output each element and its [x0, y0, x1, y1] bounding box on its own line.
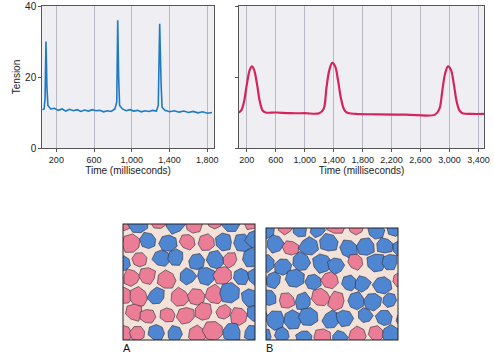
svg-text:Time (milliseconds): Time (milliseconds): [85, 165, 171, 176]
svg-text:1,000: 1,000: [121, 155, 144, 165]
svg-text:Tension: Tension: [11, 60, 22, 94]
svg-text:2,600: 2,600: [409, 155, 432, 165]
svg-text:3,000: 3,000: [438, 155, 461, 165]
svg-text:40: 40: [25, 1, 37, 12]
svg-text:20: 20: [25, 72, 37, 83]
svg-text:1,000: 1,000: [294, 155, 317, 165]
svg-text:1,400: 1,400: [158, 155, 181, 165]
svg-text:3,400: 3,400: [467, 155, 490, 165]
svg-text:A: A: [123, 342, 131, 354]
svg-text:B: B: [266, 342, 273, 354]
svg-text:600: 600: [268, 155, 283, 165]
svg-text:0: 0: [31, 143, 37, 154]
svg-text:1,800: 1,800: [351, 155, 374, 165]
svg-text:200: 200: [49, 155, 64, 165]
svg-text:2,200: 2,200: [380, 155, 403, 165]
svg-text:600: 600: [87, 155, 102, 165]
svg-text:200: 200: [239, 155, 254, 165]
svg-text:1,400: 1,400: [322, 155, 345, 165]
svg-text:Time (milliseconds): Time (milliseconds): [319, 165, 405, 176]
svg-text:1,800: 1,800: [196, 155, 219, 165]
